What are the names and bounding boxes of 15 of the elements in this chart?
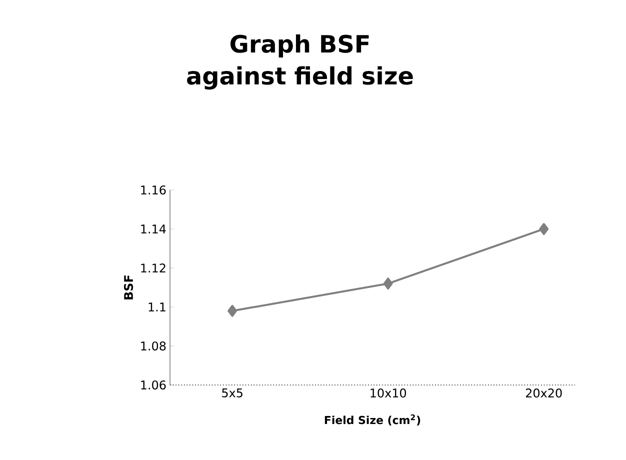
x-tick-label: 20x20	[526, 388, 562, 398]
y-tick-label: 1.06	[141, 380, 166, 390]
x-tick-label: 10x10	[370, 388, 406, 398]
point	[383, 278, 393, 290]
y-tick-label: 1.16	[141, 185, 166, 195]
y-tick-label: 1.08	[141, 341, 166, 351]
point	[539, 223, 549, 235]
x-axis-title: Field Size (cm$^{2}$)	[324, 414, 420, 426]
y-tick-label: 1.12	[141, 264, 166, 272]
y-tick-label: 1.14	[141, 224, 166, 234]
point	[228, 304, 238, 317]
y-tick-label: 1.1	[148, 302, 166, 312]
chart-title: Graph BSF against field size	[187, 34, 413, 90]
y-axis-title: BSF	[124, 276, 134, 300]
x-tick-label: 5x5	[222, 388, 242, 398]
